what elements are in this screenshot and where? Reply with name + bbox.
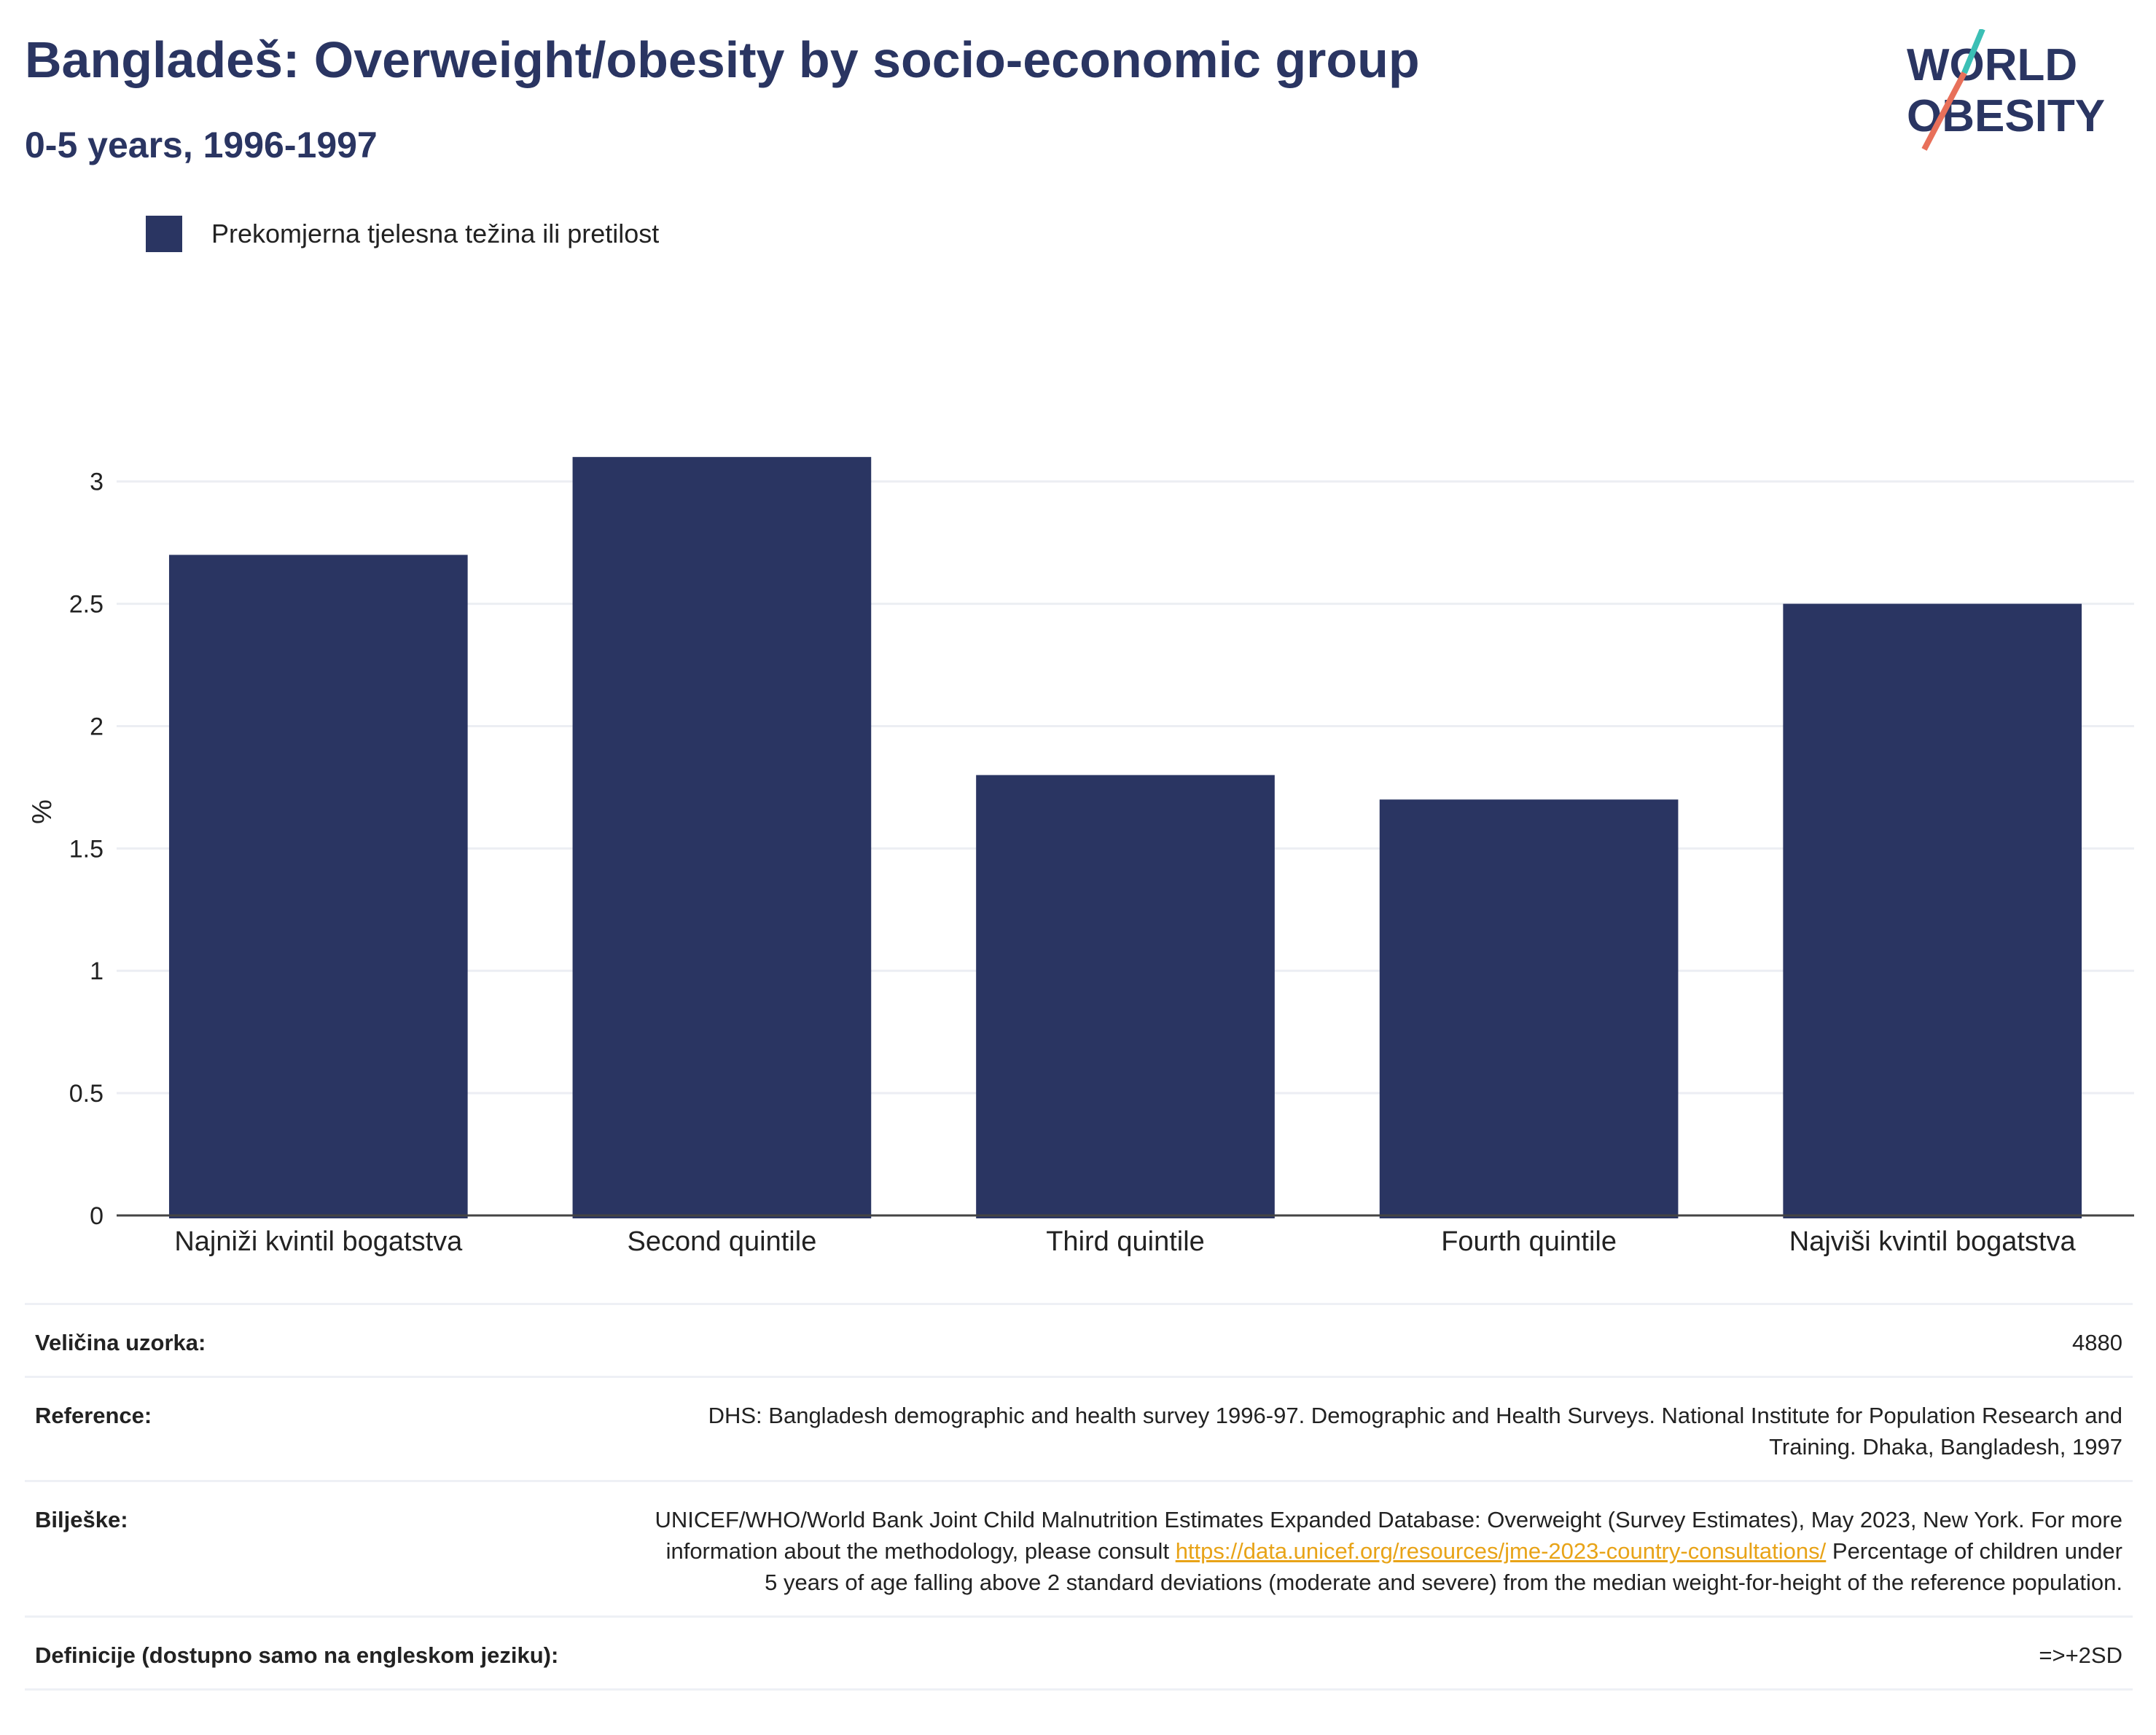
chart-title: Bangladeš: Overweight/obesity by socio-e…	[25, 31, 1420, 88]
notes-text-2: Percentage of children under 5 years of …	[765, 1538, 2122, 1595]
bar	[1783, 603, 2082, 1218]
info-table: Veličina uzorka: 4880 Reference: DHS: Ba…	[25, 1303, 2133, 1691]
notes-row: Bilješke: UNICEF/WHO/World Bank Joint Ch…	[25, 1480, 2133, 1615]
y-tick-label: 0	[90, 1202, 103, 1230]
definitions-value: =>+2SD	[2039, 1642, 2122, 1668]
y-axis-label: %	[27, 799, 58, 824]
notes-link[interactable]: https://data.unicef.org/resources/jme-20…	[1175, 1538, 1827, 1564]
logo-slash-bottom	[1921, 71, 1967, 151]
logo-slash-top	[1961, 29, 1985, 74]
sample-size-label: Veličina uzorka:	[35, 1330, 206, 1355]
reference-value: DHS: Bangladesh demographic and health s…	[708, 1403, 2122, 1460]
x-tick-label: Najniži kvintil bogatstva	[174, 1226, 463, 1257]
bar	[168, 555, 468, 1218]
sample-size-value: 4880	[2072, 1330, 2122, 1355]
x-tick-label: Second quintile	[627, 1226, 816, 1257]
world-obesity-logo: WORLD OBESITY	[1907, 29, 2105, 151]
reference-label: Reference:	[35, 1403, 152, 1428]
logo-line-1: WORLD	[1907, 40, 2077, 90]
x-tick-label: Third quintile	[1046, 1226, 1205, 1257]
definitions-label: Definicije (dostupno samo na engleskom j…	[35, 1642, 559, 1668]
y-tick-label: 2	[90, 713, 103, 740]
chart-subtitle: 0-5 years, 1996-1997	[25, 125, 378, 165]
y-tick-label: 3	[90, 469, 103, 496]
x-tick-label: Fourth quintile	[1441, 1226, 1617, 1257]
x-tick-label: Najviši kvintil bogatstva	[1789, 1226, 2077, 1257]
legend-swatch	[146, 216, 182, 252]
y-tick-label: 0.5	[69, 1080, 103, 1108]
bar-chart: 0 0.5 1 1.5 2 2.5 3% Najniži kvintil bogatstva S…	[27, 457, 2134, 1257]
y-tick-label: 1.5	[69, 835, 103, 863]
reference-row: Reference: DHS: Bangladesh demographic a…	[25, 1376, 2133, 1480]
notes-text-1: UNICEF/WHO/World Bank Joint Child Malnut…	[655, 1507, 2122, 1564]
bar	[572, 457, 872, 1218]
legend[interactable]: Prekomjerna tjelesna težina ili pretilos…	[146, 216, 659, 252]
notes-value: UNICEF/WHO/World Bank Joint Child Malnut…	[560, 1504, 2122, 1598]
y-tick-label: 2.5	[69, 591, 103, 619]
sample-size-row: Veličina uzorka: 4880	[25, 1303, 2133, 1376]
y-tick-label: 1	[90, 957, 103, 985]
legend-label: Prekomjerna tjelesna težina ili pretilos…	[211, 219, 660, 248]
bar	[976, 775, 1275, 1218]
definitions-row: Definicije (dostupno samo na engleskom j…	[25, 1615, 2133, 1691]
bar	[1379, 799, 1679, 1218]
notes-label: Bilješke:	[35, 1507, 128, 1532]
